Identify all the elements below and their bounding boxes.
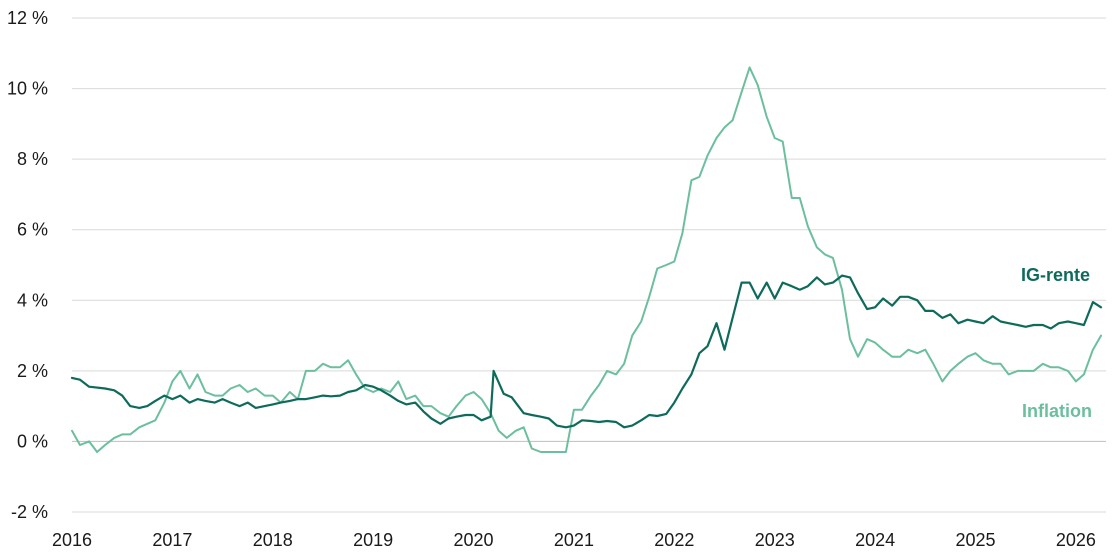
y-axis-ticks: -2 % 0 % 2 % 4 % 6 % 8 % 10 % 12 %: [7, 8, 48, 522]
x-axis-ticks: 2016 2017 2018 2019 2020 2021 2022 2023 2024 2025…: [52, 530, 1096, 550]
y-tick-label: 8 %: [17, 149, 48, 169]
series-label-inflation: Inflation: [1022, 401, 1092, 421]
x-tick-label: 2020: [454, 530, 494, 550]
grid-lines: [72, 17, 1106, 513]
y-tick-label: 4 %: [17, 290, 48, 310]
x-tick-label: 2024: [855, 530, 895, 550]
y-tick-label: 2 %: [17, 361, 48, 381]
x-tick-label: 2019: [353, 530, 393, 550]
x-tick-label: 2026: [1056, 530, 1096, 550]
x-tick-label: 2017: [152, 530, 192, 550]
x-tick-label: 2021: [554, 530, 594, 550]
series-lines: [70, 66, 1103, 453]
x-tick-label: 2022: [654, 530, 694, 550]
x-tick-label: 2023: [755, 530, 795, 550]
y-tick-label: 6 %: [17, 220, 48, 240]
y-tick-label: 12 %: [7, 8, 48, 28]
series-label-ig-rente: IG-rente: [1021, 265, 1090, 285]
x-tick-label: 2016: [52, 530, 92, 550]
y-tick-label: -2 %: [11, 502, 48, 522]
series-labels: IG-rente Inflation: [1021, 265, 1092, 421]
x-tick-label: 2018: [253, 530, 293, 550]
series-line-ig-rente: [70, 274, 1103, 429]
y-tick-label: 10 %: [7, 79, 48, 99]
x-tick-label: 2025: [955, 530, 995, 550]
series-line-inflation: [71, 66, 1102, 453]
y-tick-label: 0 %: [17, 431, 48, 451]
